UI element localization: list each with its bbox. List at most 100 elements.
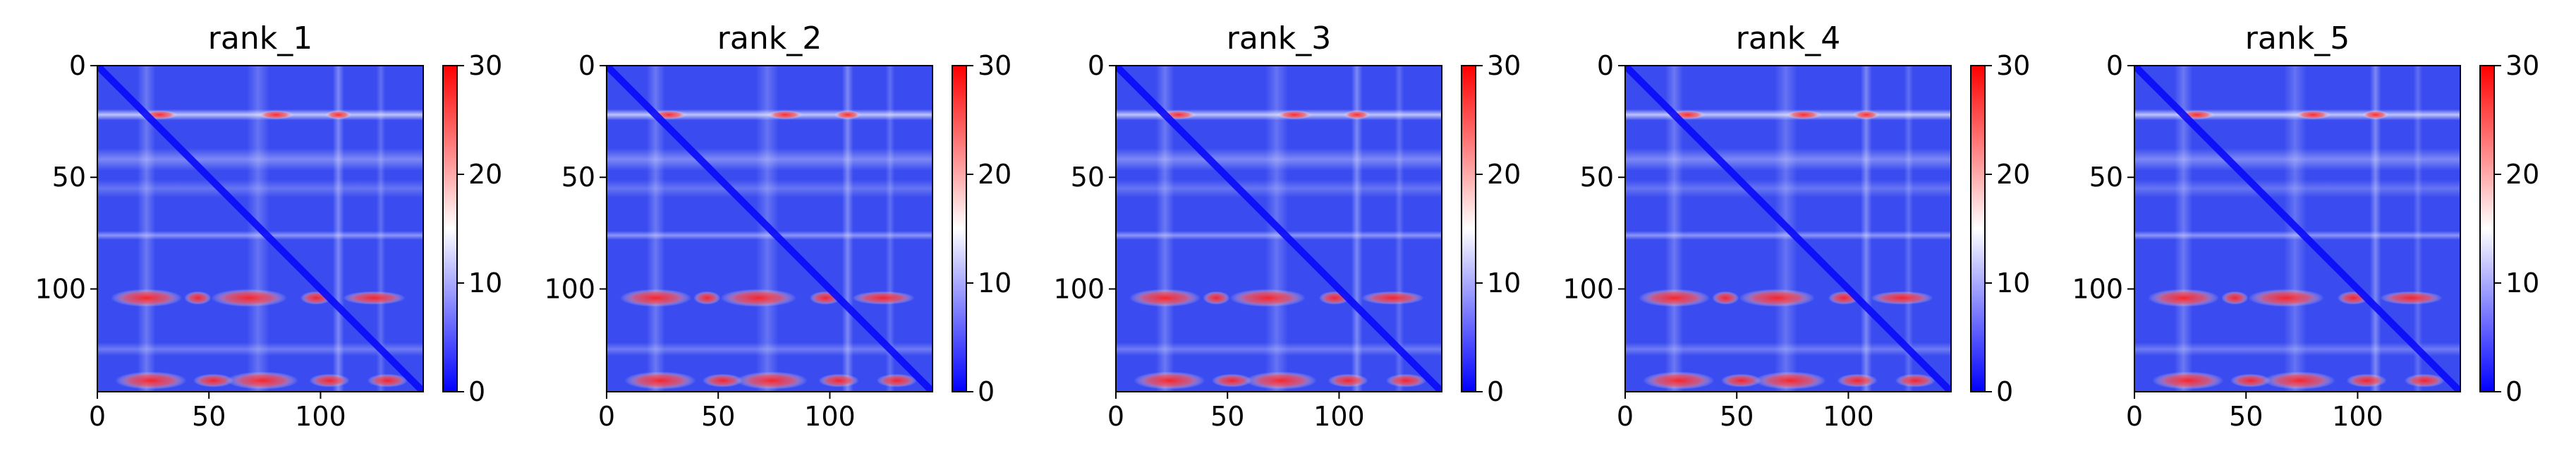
y-tick-label: 100: [544, 273, 595, 304]
colorbar: 0 10 20 30: [1461, 50, 1521, 407]
panel-title: rank_1: [208, 20, 312, 56]
heatmap-hotspot: [1229, 289, 1306, 307]
colorbar-tick-label: 20: [1996, 159, 2030, 190]
heatmap-hotspot: [1129, 289, 1201, 307]
colorbar-gradient: [1971, 66, 1985, 392]
heatmap-hotspot: [767, 110, 803, 119]
heatmap-hotspot: [1721, 373, 1762, 387]
colorbar-tick-label: 20: [468, 159, 502, 190]
heatmap-panel-2: rank_2 0 50 100 0 50 100 0 10 20 30: [544, 20, 1011, 432]
heatmap-image: [97, 66, 423, 392]
heatmap-hotspot: [2295, 110, 2331, 119]
colorbar-frame: [1461, 65, 1476, 392]
heatmap-hotspot: [1739, 289, 1815, 307]
axes-frame: [1115, 65, 1442, 392]
heatmap-hotspot: [2248, 289, 2324, 307]
heatmap-hotspot: [1328, 373, 1368, 387]
heatmap-image: [607, 66, 932, 392]
colorbar-frame: [952, 65, 967, 392]
colorbar-gradient: [952, 66, 966, 392]
x-tick-label: 50: [1720, 401, 1754, 432]
heatmap-diagonal: [607, 66, 932, 392]
y-tick-label: 0: [1088, 50, 1105, 81]
colorbar-tick-label: 10: [2505, 267, 2539, 299]
heatmap-hotspot: [2230, 373, 2271, 387]
y-tick-label: 50: [1071, 162, 1105, 193]
heatmap-hotspot: [184, 291, 212, 305]
heatmap-hotspot: [1895, 373, 1936, 387]
heatmap-band: [1904, 66, 1914, 392]
panel-title: rank_2: [717, 20, 822, 56]
heatmap-hotspot: [110, 289, 183, 307]
heatmap-diagonal: [97, 66, 423, 392]
heatmap-hotspot: [1134, 371, 1205, 390]
x-tick-label: 50: [2229, 401, 2263, 432]
colorbar-tick-label: 30: [468, 50, 502, 81]
colorbar-tick-label: 10: [1996, 267, 2030, 299]
heatmap-band: [376, 66, 386, 392]
x-tick-label: 50: [701, 401, 735, 432]
heatmap-hotspot: [2152, 371, 2224, 390]
heatmap-band: [885, 66, 895, 392]
heatmap-hotspot: [818, 373, 859, 387]
heatmap-diagonal: [2134, 66, 2460, 392]
heatmap-image: [1625, 66, 1951, 392]
heatmap-hotspot: [1212, 373, 1253, 387]
x-tick-label: 0: [89, 401, 106, 432]
colorbar-gradient: [2480, 66, 2494, 392]
x-tick-label: 0: [1107, 401, 1124, 432]
heatmap-hotspot: [1245, 371, 1317, 390]
heatmap-hotspot: [1343, 110, 1371, 119]
heatmap-hotspot: [2346, 373, 2387, 387]
heatmap-hotspot: [1785, 110, 1822, 119]
x-tick-label: 100: [2332, 401, 2383, 432]
heatmap-hotspot: [1203, 291, 1230, 305]
heatmap-hotspot: [309, 373, 350, 387]
colorbar: 0 10 20 30: [1970, 50, 2030, 407]
heatmap-diagonal: [1116, 66, 1442, 392]
heatmap-hotspot: [720, 289, 796, 307]
heatmap-hotspot: [1852, 110, 1880, 119]
heatmap-hotspot: [324, 110, 352, 119]
heatmap-hotspot: [1638, 289, 1711, 307]
colorbar-tick-label: 20: [1487, 159, 1521, 190]
heatmap-hotspot: [852, 291, 915, 305]
x-tick-label: 50: [1210, 401, 1244, 432]
heatmap-band: [1395, 66, 1404, 392]
heatmap-hotspot: [834, 110, 861, 119]
y-tick-label: 0: [2106, 50, 2123, 81]
heatmap-hotspot: [367, 373, 408, 387]
heatmap-hotspot: [115, 371, 187, 390]
colorbar-tick-label: 30: [1487, 50, 1521, 81]
y-tick-label: 50: [52, 162, 86, 193]
panel-title: rank_3: [1227, 20, 1331, 56]
colorbar-tick-label: 0: [1487, 376, 1504, 407]
heatmap-hotspot: [1276, 110, 1313, 119]
axes-frame: [97, 65, 424, 392]
x-tick-label: 100: [1313, 401, 1365, 432]
y-tick-label: 50: [561, 162, 595, 193]
heatmap-hotspot: [1643, 371, 1715, 390]
heatmap-band: [2413, 66, 2423, 392]
heatmap-image: [2134, 66, 2460, 392]
colorbar: 0 10 20 30: [952, 50, 1011, 407]
y-tick-label: 50: [2089, 162, 2123, 193]
colorbar-tick-label: 0: [2505, 376, 2522, 407]
colorbar-tick-label: 30: [978, 50, 1011, 81]
y-tick-label: 100: [35, 273, 86, 304]
axes-frame: [606, 65, 933, 392]
heatmap-hotspot: [736, 371, 808, 390]
colorbar-tick-label: 10: [978, 267, 1011, 299]
heatmap-hotspot: [2362, 110, 2389, 119]
colorbar-tick-label: 30: [1996, 50, 2030, 81]
heatmap-hotspot: [624, 371, 696, 390]
heatmap-hotspot: [1361, 291, 1424, 305]
colorbar-tick-label: 10: [468, 267, 502, 299]
x-tick-label: 50: [192, 401, 226, 432]
x-tick-label: 0: [598, 401, 615, 432]
x-tick-label: 100: [295, 401, 346, 432]
x-tick-label: 100: [1823, 401, 1874, 432]
heatmap-diagonal: [1625, 66, 1951, 392]
colorbar-frame: [2479, 65, 2495, 392]
